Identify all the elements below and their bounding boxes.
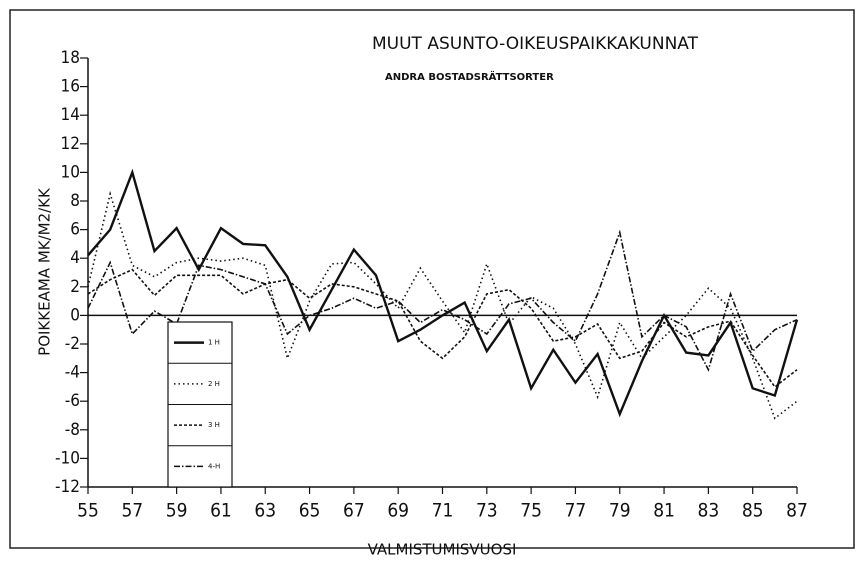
series-line [87,268,798,389]
x-tick-label: 65 [299,500,321,522]
y-tick-label: 8 [70,191,80,211]
y-axis-label: POIKKEAMA MK/M2/KK [36,187,54,356]
x-tick-label: 59 [166,500,188,522]
y-tick-label: 2 [70,277,80,297]
y-tick-label: 4 [70,248,80,268]
y-tick-label: -10 [55,448,80,468]
chart-title: MUUT ASUNTO-OIKEUSPAIKKAKUNNAT [372,34,699,54]
chart-subtitle: ANDRA BOSTADSRÄTTSORTER [385,69,554,83]
x-tick-label: 55 [77,500,99,522]
x-axis-label: VALMISTUMISVUOSI [368,541,517,559]
series-line [87,168,799,418]
y-tick-label: -8 [65,420,80,440]
legend-label: 3 H [208,421,220,429]
legend-label: 2 H [208,380,220,388]
y-tick-label: 10 [61,162,80,182]
y-tick-label: -4 [65,363,80,383]
x-tick-label: 61 [210,500,232,522]
y-tick-label: -2 [65,334,80,354]
x-tick-label: 77 [565,500,587,522]
legend-label: 4-H [208,462,220,470]
frame [9,9,855,549]
y-tick-label: 16 [61,77,80,97]
legend-label: 1 H [208,339,220,347]
y-tick-label: 6 [70,220,80,240]
x-tick-label: 57 [121,500,143,522]
x-tick-label: 75 [520,500,542,522]
y-tick-label: 14 [61,105,80,125]
y-tick-label: -6 [65,391,80,411]
x-tick-label: 71 [432,500,454,522]
x-tick-label: 73 [476,500,498,522]
x-tick-label: 85 [742,500,764,522]
x-tick-label: 69 [387,500,409,522]
y-tick-label: 12 [61,134,80,154]
x-tick-label: 79 [609,500,631,522]
x-tick-label: 87 [786,500,808,522]
series-line [87,229,798,372]
x-tick-label: 83 [698,500,720,522]
y-tick-label: 18 [61,48,80,68]
y-tick-label: 0 [70,305,80,325]
y-tick-label: -12 [55,477,80,497]
x-tick-label: 63 [254,500,276,522]
x-tick-label: 81 [653,500,675,522]
x-tick-label: 67 [343,500,365,522]
